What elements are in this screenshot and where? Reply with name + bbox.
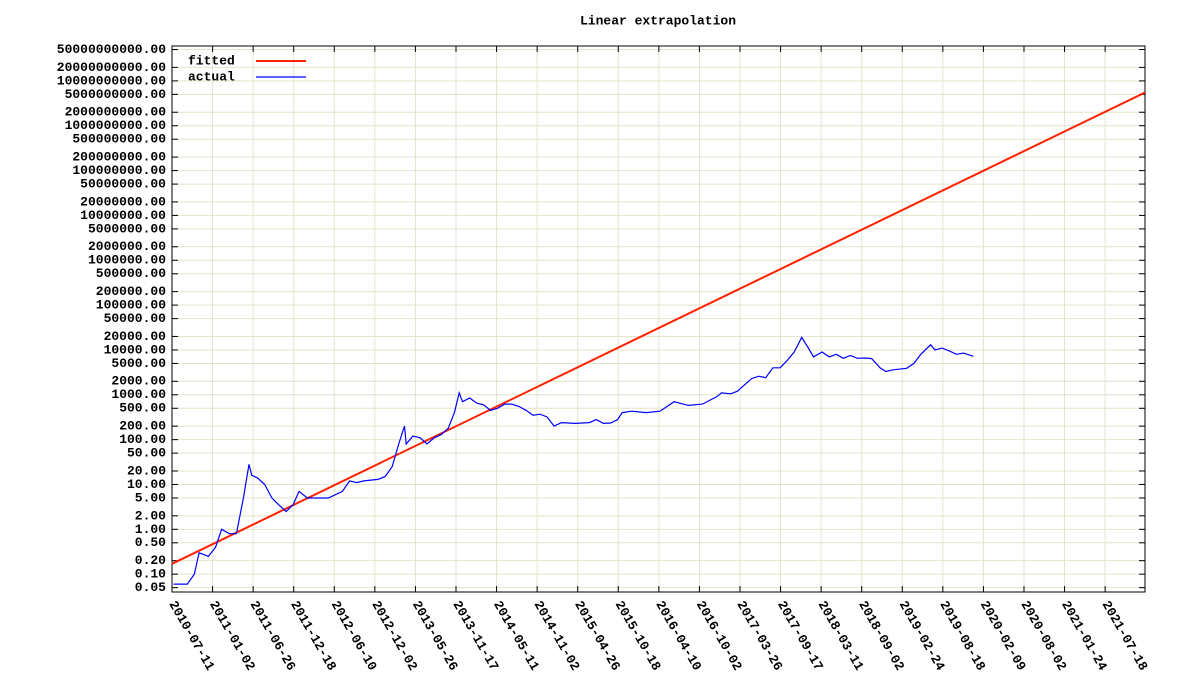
- y-tick-label: 5000000.00: [88, 221, 166, 236]
- y-tick-label: 5000000000.00: [65, 87, 167, 102]
- y-tick-label: 10000.00: [104, 342, 167, 357]
- data-line: [173, 336, 974, 585]
- y-tick-label: 0.05: [135, 580, 166, 595]
- y-tick-label: 50000000.00: [80, 177, 166, 192]
- y-tick-label: 50000.00: [104, 311, 167, 326]
- y-tick-label: 0.10: [135, 567, 166, 582]
- y-tick-label: 50000000000.00: [57, 42, 166, 57]
- y-tick-label: 500000000.00: [72, 132, 166, 147]
- y-tick-label: 1000.00: [111, 387, 166, 402]
- y-tick-label: 20000000000.00: [57, 60, 166, 75]
- y-tick-label: 0.50: [135, 535, 166, 550]
- y-tick-label: 2000000.00: [88, 239, 166, 254]
- y-tick-label: 200000.00: [96, 284, 166, 299]
- y-tick-label: 5000.00: [111, 356, 166, 371]
- y-tick-label: 5.00: [135, 490, 166, 505]
- y-tick-label: 10000000.00: [80, 208, 166, 223]
- y-tick-label: 20000000.00: [80, 194, 166, 209]
- y-tick-label: 1000000000.00: [65, 118, 167, 133]
- data-line: [171, 91, 1146, 565]
- y-tick-label: 20000.00: [104, 329, 167, 344]
- y-tick-label: 100000000.00: [72, 163, 166, 178]
- y-tick-label: 50.00: [127, 446, 166, 461]
- y-tick-label: 2000000000.00: [65, 105, 167, 120]
- plot-frame: [171, 45, 1146, 593]
- y-tick-label: 200000000.00: [72, 150, 166, 165]
- y-tick-label: 1000000.00: [88, 253, 166, 268]
- y-tick-label: 500.00: [119, 401, 166, 416]
- legend-label: fitted: [188, 53, 235, 68]
- y-tick-label: 2.00: [135, 508, 166, 523]
- y-tick-label: 10.00: [127, 477, 166, 492]
- chart-title: Linear extrapolation: [580, 13, 736, 28]
- y-tick-label: 1.00: [135, 522, 166, 537]
- y-tick-label: 2000.00: [111, 374, 166, 389]
- y-tick-label: 100000.00: [96, 298, 166, 313]
- y-tick-label: 10000000000.00: [57, 73, 166, 88]
- y-tick-label: 200.00: [119, 419, 166, 434]
- y-tick-label: 0.20: [135, 553, 166, 568]
- y-tick-label: 20.00: [127, 463, 166, 478]
- y-tick-label: 100.00: [119, 432, 166, 447]
- y-tick-label: 500000.00: [96, 266, 166, 281]
- legend-label: actual: [188, 69, 235, 84]
